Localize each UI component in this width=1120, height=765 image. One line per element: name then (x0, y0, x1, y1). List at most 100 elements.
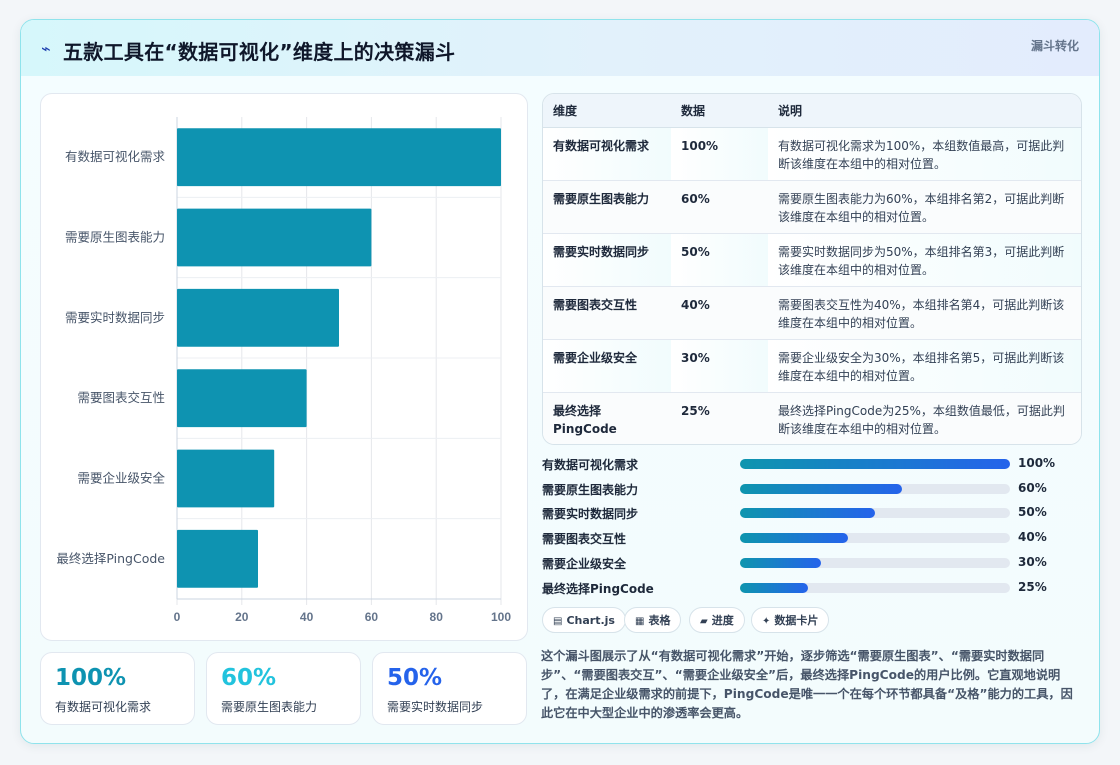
y-tick-label: 需要实时数据同步 (65, 310, 165, 325)
stat-value: 100% (55, 665, 127, 691)
table-cell-note: 需要原生图表能力为60%，本组排名第2，可据此判断该维度在本组中的相对位置。 (768, 180, 1081, 234)
table-header: 说明 (768, 94, 1081, 128)
card-header: ⌁ 五款工具在“数据可视化”维度上的决策漏斗 漏斗转化 (21, 20, 1099, 76)
chart-icon: ▤ (553, 616, 563, 627)
table-cell-dimension: 需要图表交互性 (543, 286, 671, 340)
progress-fill (740, 558, 821, 568)
stat-card: 60% 需要原生图表能力 (206, 652, 361, 725)
table-cell-dimension: 最终选择PingCode (543, 392, 671, 444)
table-cell-value: 30% (671, 339, 768, 393)
chip-data-cards[interactable]: ✦ 数据卡片 (751, 607, 830, 633)
progress-label: 需要实时数据同步 (542, 507, 639, 521)
table-cell-note: 需要图表交互性为40%，本组排名第4，可据此判断该维度在本组中的相对位置。 (768, 286, 1081, 340)
table-header-row: 维度 数据 说明 (543, 94, 1081, 128)
x-tick-label: 20 (235, 610, 249, 624)
progress-track (740, 459, 1010, 469)
bar-chart: 0 20 40 60 80 100 有数据可视化需求需要原生图表能力需要实时数据同步需要图表… (56, 117, 511, 624)
stat-value: 50% (387, 665, 443, 691)
bar (177, 208, 372, 267)
progress-fill (740, 459, 1010, 469)
chart-spark-icon: ⌁ (41, 39, 51, 58)
stat-card: 100% 有数据可视化需求 (40, 652, 195, 725)
progress-track (740, 533, 1010, 543)
table-header: 维度 (543, 94, 671, 128)
x-tick-label: 100 (491, 610, 511, 624)
table-cell-dimension: 需要企业级安全 (543, 339, 671, 393)
y-tick-label: 需要原生图表能力 (65, 230, 165, 245)
table-row: 需要企业级安全 30% 需要企业级安全为30%，本组排名第5，可据此判断该维度在… (543, 339, 1081, 393)
bar (177, 288, 339, 347)
table-cell-note: 需要实时数据同步为50%，本组排名第3，可据此判断该维度在本组中的相对位置。 (768, 233, 1081, 287)
x-tick-label: 60 (365, 610, 379, 624)
progress-track (740, 484, 1010, 494)
bar (177, 369, 307, 428)
table-cell-dimension: 需要实时数据同步 (543, 233, 671, 287)
table-cell-value: 100% (671, 127, 768, 181)
stat-label: 有数据可视化需求 (55, 700, 152, 714)
table-cell-value: 40% (671, 286, 768, 340)
y-tick-label: 最终选择PingCode (56, 551, 165, 566)
progress-value: 40% (1018, 530, 1047, 544)
bar (177, 449, 275, 508)
table-icon: ▦ (635, 616, 645, 627)
bar-chart-panel: 0 20 40 60 80 100 有数据可视化需求 需要原生图表能力 需要实时数据同步 需要图表… (40, 93, 528, 641)
table-header: 数据 (671, 94, 768, 128)
progress-icon: ▰ (700, 616, 708, 627)
table-row: 最终选择PingCode 25% 最终选择PingCode为25%，本组数值最低… (543, 392, 1081, 444)
progress-label: 需要图表交互性 (542, 532, 627, 546)
dashboard-card: ⌁ 五款工具在“数据可视化”维度上的决策漏斗 漏斗转化 0 20 40 60 80 100… (20, 19, 1100, 744)
chip-label: Chart.js (566, 614, 615, 627)
table-cell-value: 50% (671, 233, 768, 287)
stat-label: 需要实时数据同步 (387, 700, 484, 714)
data-table: 维度 数据 说明 有数据可视化需求 100% 有数据可视化需求为100%，本组数… (542, 93, 1082, 445)
page-title: 五款工具在“数据可视化”维度上的决策漏斗 (63, 40, 456, 64)
chip-label: 进度 (711, 614, 734, 627)
funnel-tag: 漏斗转化 (1030, 39, 1079, 53)
progress-fill (740, 508, 875, 518)
progress-value: 60% (1018, 481, 1047, 495)
progress-row: 需要实时数据同步 50% (542, 503, 1082, 523)
progress-value: 30% (1018, 555, 1047, 569)
progress-label: 有数据可视化需求 (542, 458, 639, 472)
chart-description: 这个漏斗图展示了从“有数据可视化需求”开始，逐步筛选“需要原生图表”、“需要实时… (541, 649, 1073, 720)
table-row: 有数据可视化需求 100% 有数据可视化需求为100%，本组数值最高，可据此判断… (543, 127, 1081, 181)
y-tick-label: 需要企业级安全 (77, 471, 165, 486)
chip-label: 数据卡片 (774, 614, 819, 627)
stat-card: 50% 需要实时数据同步 (372, 652, 527, 725)
progress-track (740, 508, 1010, 518)
bar (177, 128, 501, 187)
table-row: 需要实时数据同步 50% 需要实时数据同步为50%，本组排名第3，可据此判断该维… (543, 233, 1081, 287)
progress-value: 100% (1018, 456, 1056, 470)
progress-track (740, 558, 1010, 568)
progress-label: 最终选择PingCode (542, 582, 654, 596)
progress-label: 需要企业级安全 (542, 557, 627, 571)
table-cell-note: 有数据可视化需求为100%，本组数值最高，可据此判断该维度在本组中的相对位置。 (768, 127, 1081, 181)
table-cell-note: 最终选择PingCode为25%，本组数值最低，可据此判断该维度在本组中的相对位… (768, 392, 1081, 444)
progress-fill (740, 484, 902, 494)
progress-label: 需要原生图表能力 (542, 483, 639, 497)
progress-row: 有数据可视化需求 100% (542, 454, 1082, 474)
progress-row: 最终选择PingCode 25% (542, 578, 1082, 598)
progress-fill (740, 533, 848, 543)
chip-table[interactable]: ▦ 表格 (624, 607, 682, 633)
table-cell-dimension: 有数据可视化需求 (543, 127, 671, 181)
progress-row: 需要企业级安全 30% (542, 553, 1082, 573)
x-tick-label: 80 (430, 610, 444, 624)
table-cell-value: 60% (671, 180, 768, 234)
x-tick-label: 0 (174, 610, 181, 624)
chip-label: 表格 (648, 614, 671, 627)
table-row: 需要原生图表能力 60% 需要原生图表能力为60%，本组排名第2，可据此判断该维… (543, 180, 1081, 234)
sparkle-icon: ✦ (762, 616, 771, 627)
table-cell-note: 需要企业级安全为30%，本组排名第5，可据此判断该维度在本组中的相对位置。 (768, 339, 1081, 393)
x-tick-label: 40 (300, 610, 314, 624)
progress-row: 需要图表交互性 40% (542, 528, 1082, 548)
chip-chartjs[interactable]: ▤ Chart.js (542, 607, 626, 633)
table-cell-value: 25% (671, 392, 768, 444)
progress-fill (740, 583, 808, 593)
chip-progress[interactable]: ▰ 进度 (689, 607, 745, 633)
progress-row: 需要原生图表能力 60% (542, 479, 1082, 499)
progress-value: 50% (1018, 505, 1047, 519)
stat-value: 60% (221, 665, 277, 691)
table-cell-dimension: 需要原生图表能力 (543, 180, 671, 234)
y-tick-label: 有数据可视化需求 (65, 149, 166, 164)
